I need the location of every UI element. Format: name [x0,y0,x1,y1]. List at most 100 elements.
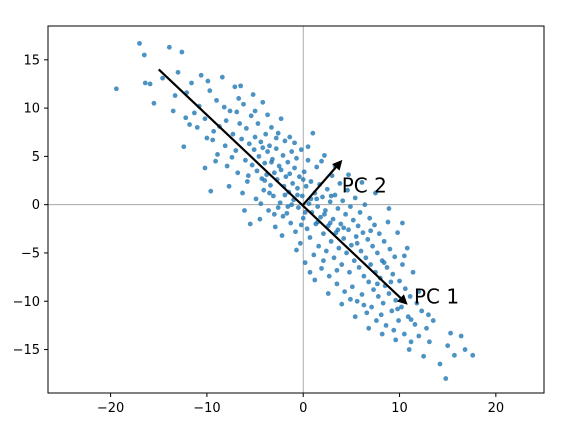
data-point [215,152,220,157]
data-point [426,312,431,318]
data-point [312,277,318,283]
data-point [410,269,416,275]
data-point [191,110,197,116]
data-point [142,80,148,86]
data-point [299,193,305,199]
data-point [253,196,259,202]
data-point [416,289,422,294]
data-point [327,220,333,226]
data-point [346,227,351,233]
y-tick-label: −15 [13,343,40,358]
data-point [268,182,273,188]
data-point [452,352,457,358]
data-point [374,281,380,287]
data-point [308,179,314,184]
data-point [300,215,306,221]
data-point [269,125,274,130]
data-point [332,192,338,198]
data-point [262,160,268,166]
data-point [303,183,309,189]
data-point [323,248,329,254]
data-point [267,190,272,196]
data-point [390,271,396,277]
data-point [255,121,261,126]
data-point [321,258,326,264]
data-point [211,128,217,134]
data-point [229,154,235,160]
pc-arrow-2 [302,159,343,206]
data-point [328,193,334,199]
data-point [226,183,232,189]
data-point [368,228,374,234]
data-point [254,168,260,174]
data-point [362,202,368,208]
data-point [172,93,178,98]
data-point [232,84,238,90]
data-point [371,287,376,293]
reference-lines [48,26,544,393]
data-point [356,265,362,270]
data-point [400,262,405,267]
data-point [352,195,358,201]
data-point [289,202,295,208]
data-point [342,289,348,294]
y-tick-label: 15 [23,53,40,68]
data-point [445,343,451,349]
data-point [386,206,392,211]
data-point [358,248,364,254]
data-point [406,347,412,352]
data-point [141,52,147,58]
data-point [361,273,367,279]
data-point [296,174,302,180]
data-point [295,192,300,198]
data-point [353,234,359,239]
data-point [337,181,343,186]
data-point [207,88,213,94]
data-point [376,231,382,237]
data-point [400,220,405,226]
data-point [331,255,337,261]
data-point [421,353,427,359]
data-point [250,92,256,97]
scatter-points [113,40,476,381]
data-point [282,192,288,198]
data-point [147,81,153,87]
data-point [278,167,284,173]
data-point [223,118,229,124]
data-point [237,121,243,126]
data-point [205,78,211,84]
data-point [360,230,366,236]
data-point [322,211,327,217]
x-tick-label: 20 [488,401,505,416]
data-point [306,201,312,207]
y-tick-label: 5 [32,150,40,165]
data-point [363,255,369,261]
x-tick-label: 10 [391,401,408,416]
data-point [113,86,119,92]
data-point [187,122,192,127]
data-point [296,205,301,210]
data-point [321,231,326,237]
data-point [320,194,325,200]
data-point [355,223,361,229]
data-point [287,134,293,140]
data-point [367,215,373,221]
data-point [258,201,264,207]
data-point [430,318,436,323]
data-point [370,243,375,249]
data-point [378,312,384,318]
data-point [160,75,166,81]
data-point [318,214,323,220]
data-point [348,296,353,302]
data-point [391,327,397,333]
data-point [408,317,414,322]
data-point [244,125,249,131]
data-point [298,222,304,228]
data-point [297,240,303,246]
x-tick-label: 0 [299,401,307,416]
data-point [327,199,333,205]
data-point [407,294,413,299]
data-point [204,135,210,141]
data-point [359,180,365,185]
